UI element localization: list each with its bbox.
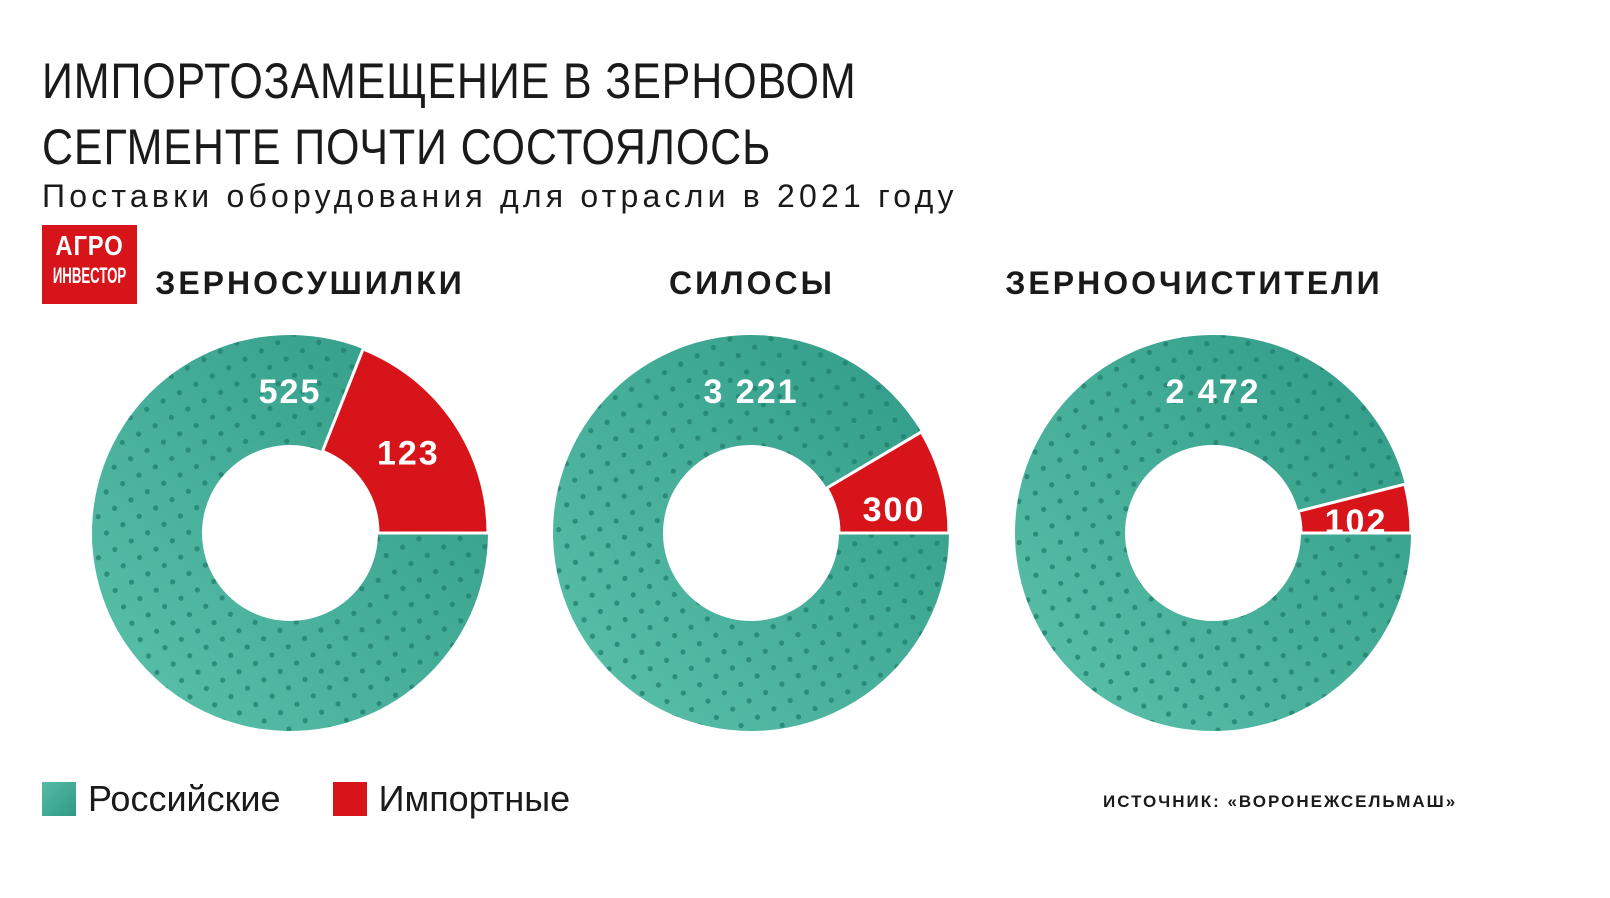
legend-item-russian: Российские [42, 778, 281, 820]
legend-swatch-russian [42, 782, 76, 816]
legend-item-import: Импортные [332, 778, 571, 820]
slice-russian-dots-cleaners [1015, 335, 1411, 732]
slice-russian-dots-silos [552, 335, 949, 731]
slice-import-dryers [320, 347, 490, 535]
data-label-russian-silos: 3 221 [703, 373, 798, 411]
chart-subtitle: Поставки оборудования для отрасли в 2021… [42, 178, 958, 214]
slice-import-silos [824, 429, 951, 535]
slice-russian-dots-dryers [92, 335, 488, 731]
data-label-import-silos: 300 [863, 491, 926, 529]
title-line-2: СЕГМЕНТЕ ПОЧТИ СОСТОЯЛОСЬ [42, 119, 772, 175]
title-line-1: ИМПОРТОЗАМЕЩЕНИЕ В ЗЕРНОВОМ [42, 53, 857, 109]
chart-title: ИМПОРТОЗАМЕЩЕНИЕ В ЗЕРНОВОМ СЕГМЕНТЕ ПОЧ… [42, 48, 988, 180]
source-note: ИСТОЧНИК: «ВОРОНЕЖСЕЛЬМАШ» [1103, 792, 1458, 811]
data-label-russian-dryers: 525 [259, 373, 322, 411]
legend-label-import: Импортные [378, 778, 571, 819]
data-label-import-cleaners: 102 [1325, 503, 1388, 541]
logo-line-2: ИНВЕСТОР [52, 263, 127, 288]
data-label-import-dryers: 123 [377, 435, 440, 473]
legend-swatch-import [332, 782, 367, 816]
agroinvestor-logo: АГРО ИНВЕСТОР [42, 225, 137, 304]
legend: Российские Импортные [42, 778, 622, 820]
data-label-russian-cleaners: 2 472 [1165, 373, 1260, 411]
slice-import-cleaners [1296, 482, 1413, 535]
legend-label-russian: Российские [88, 778, 281, 819]
donut-title-dryers: ЗЕРНОСУШИЛКИ [155, 265, 465, 301]
donut-title-cleaners: ЗЕРНООЧИСТИТЕЛИ [1005, 265, 1383, 301]
donut-title-silos: СИЛОСЫ [669, 265, 835, 301]
logo-line-1: АГРО [55, 230, 124, 261]
